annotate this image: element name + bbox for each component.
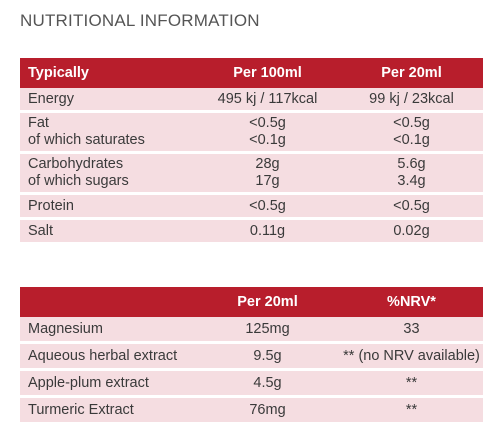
value-per-100ml: 495 kj / 117kcal <box>195 88 340 110</box>
nutrition-table: Typically Per 100ml Per 20ml Energy 495 … <box>20 58 483 242</box>
row-label: Magnesium <box>20 317 195 341</box>
value-per-20ml: 125mg <box>195 317 340 341</box>
value-per-20ml: <0.5g <0.1g <box>340 110 483 151</box>
value-per-100ml: 0.11g <box>195 217 340 242</box>
table-row-carbohydrates: Carbohydrates of which sugars 28g 17g 5.… <box>20 151 483 192</box>
row-label: Salt <box>20 217 195 242</box>
value-per-20ml: 5.6g 3.4g <box>340 151 483 192</box>
value-per-100ml: 28g 17g <box>195 151 340 192</box>
column-header-blank <box>20 287 195 317</box>
table-row-turmeric-extract: Turmeric Extract 76mg ** <box>20 395 483 422</box>
row-label: Energy <box>20 88 195 110</box>
table-row-salt: Salt 0.11g 0.02g <box>20 217 483 242</box>
table-row-aqueous-herbal-extract: Aqueous herbal extract 9.5g ** (no NRV a… <box>20 341 483 368</box>
value-per-20ml: 0.02g <box>340 217 483 242</box>
value-per-20ml: <0.5g <box>340 192 483 217</box>
table-header-row: Typically Per 100ml Per 20ml <box>20 58 483 88</box>
column-header-typically: Typically <box>20 58 195 88</box>
row-label: Apple-plum extract <box>20 368 195 395</box>
table-header-row: Per 20ml %NRV* <box>20 287 483 317</box>
row-label: Turmeric Extract <box>20 395 195 422</box>
row-label: Aqueous herbal extract <box>20 341 195 368</box>
table-row-apple-plum-extract: Apple-plum extract 4.5g ** <box>20 368 483 395</box>
value-nrv: 33 <box>340 317 483 341</box>
column-header-nrv: %NRV* <box>340 287 483 317</box>
value-per-20ml: 9.5g <box>195 341 340 368</box>
table-row-energy: Energy 495 kj / 117kcal 99 kj / 23kcal <box>20 88 483 110</box>
row-label: Fat of which saturates <box>20 110 195 151</box>
value-per-20ml: 99 kj / 23kcal <box>340 88 483 110</box>
row-label: Carbohydrates of which sugars <box>20 151 195 192</box>
table-row-fat: Fat of which saturates <0.5g <0.1g <0.5g… <box>20 110 483 151</box>
value-nrv: ** <box>340 395 483 422</box>
column-header-per-20ml: Per 20ml <box>195 287 340 317</box>
value-per-20ml: 4.5g <box>195 368 340 395</box>
column-header-per-100ml: Per 100ml <box>195 58 340 88</box>
value-nrv: ** (no NRV available) <box>340 341 483 368</box>
row-label: Protein <box>20 192 195 217</box>
value-per-100ml: <0.5g <0.1g <box>195 110 340 151</box>
column-header-per-20ml: Per 20ml <box>340 58 483 88</box>
table-row-protein: Protein <0.5g <0.5g <box>20 192 483 217</box>
page-title: NUTRITIONAL INFORMATION <box>20 11 260 30</box>
value-per-20ml: 76mg <box>195 395 340 422</box>
supplement-table: Per 20ml %NRV* Magnesium 125mg 33 Aqueou… <box>20 287 483 422</box>
table-row-magnesium: Magnesium 125mg 33 <box>20 317 483 341</box>
value-nrv: ** <box>340 368 483 395</box>
value-per-100ml: <0.5g <box>195 192 340 217</box>
